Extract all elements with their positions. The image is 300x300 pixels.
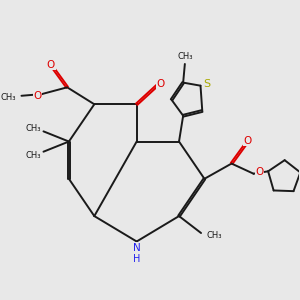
Text: H: H xyxy=(133,254,140,264)
Text: CH₃: CH₃ xyxy=(1,93,16,102)
Text: O: O xyxy=(34,91,42,101)
Text: O: O xyxy=(156,79,164,89)
Text: S: S xyxy=(203,79,210,89)
Text: O: O xyxy=(47,60,55,70)
Text: O: O xyxy=(256,167,264,177)
Text: CH₃: CH₃ xyxy=(26,124,41,133)
Text: CH₃: CH₃ xyxy=(26,151,41,160)
Text: CH₃: CH₃ xyxy=(206,231,222,240)
Text: O: O xyxy=(244,136,252,146)
Text: CH₃: CH₃ xyxy=(178,52,193,61)
Text: N: N xyxy=(133,243,140,253)
